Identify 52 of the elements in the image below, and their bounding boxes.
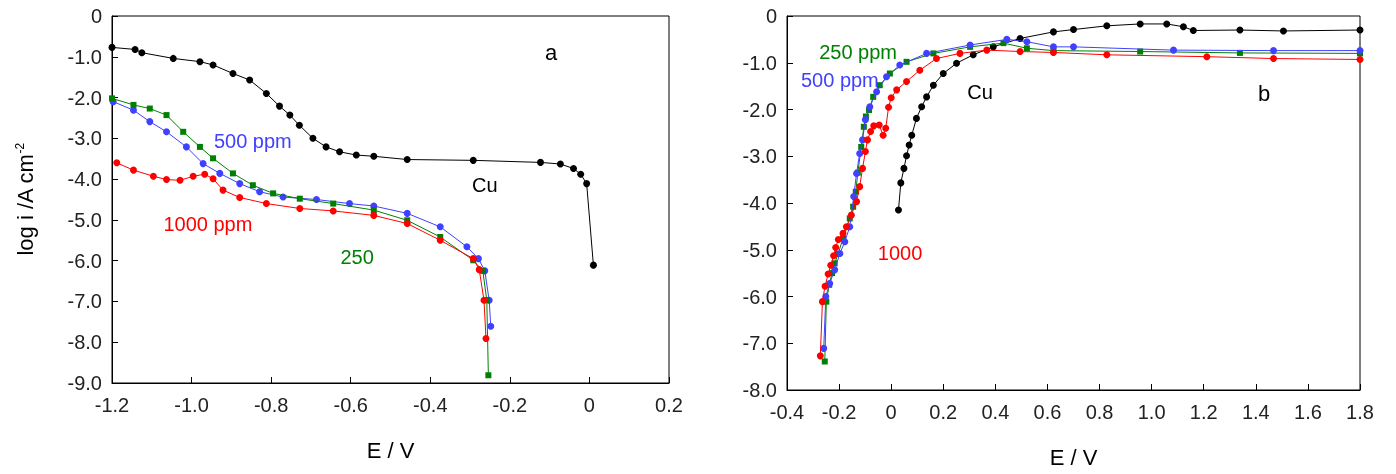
x-tick-label: 0.2 [929, 401, 958, 423]
series-label: 250 ppm [819, 41, 898, 63]
y-tick-label: -9.0 [67, 372, 102, 394]
y-axis-title: log i /A cm-2 [12, 142, 38, 256]
x-tick-label: 1.8 [1346, 401, 1374, 423]
series-label: 1000 [877, 242, 923, 265]
y-tick-label: -6.0 [742, 285, 777, 308]
y-tick-label: -5.0 [67, 208, 102, 231]
x-tick-label: 0.8 [1085, 401, 1114, 423]
y-tick-label: -4.0 [742, 192, 777, 214]
y-tick-label: -3.0 [742, 145, 777, 168]
x-axis-title: E / V [1049, 444, 1098, 470]
x-tick-label: -1.0 [174, 394, 209, 416]
y-tick-label: -7.0 [742, 332, 777, 355]
x-tick-label: 1.0 [1137, 401, 1166, 423]
x-tick-label: 0 [583, 394, 595, 416]
x-axis-title: E / V [366, 437, 415, 463]
x-tick-label: 0.6 [1033, 401, 1062, 423]
y-tick-label: -7.0 [67, 290, 102, 313]
y-tick-label: -3.0 [67, 127, 102, 150]
x-tick-label: -0.8 [253, 394, 289, 416]
y-tick-label: -8.0 [67, 331, 102, 354]
x-tick-label: -0.2 [821, 401, 857, 423]
series-label: 250 [340, 246, 374, 268]
x-tick-label: -0.2 [492, 394, 528, 416]
y-tick-label: -4.0 [67, 168, 102, 191]
series-label: Cu [472, 173, 498, 196]
x-tick-label: 1.4 [1241, 401, 1270, 423]
y-tick-label: -1.0 [742, 51, 777, 74]
y-tick-label: -2.0 [67, 86, 102, 109]
x-tick-label: 0.2 [655, 394, 683, 416]
series-label: 500 ppm [213, 129, 292, 152]
y-tick-label: -5.0 [742, 238, 777, 261]
y-tick-label: 0 [765, 5, 777, 27]
y-tick-label: -2.0 [742, 98, 777, 121]
y-tick-label: -1.0 [67, 45, 102, 68]
x-tick-label: 0 [885, 401, 897, 423]
x-tick-label: 0.4 [981, 401, 1010, 423]
y-tick-label: -8.0 [742, 379, 777, 401]
x-tick-label: 1.2 [1189, 401, 1218, 423]
y-tick-label: 0 [90, 5, 102, 27]
x-tick-label: -0.4 [769, 401, 805, 423]
x-tick-label: -0.4 [413, 394, 448, 416]
annotation: a [545, 39, 558, 65]
series-label: Cu [967, 81, 993, 104]
x-tick-label: -0.6 [333, 394, 368, 416]
y-tick-label: -6.0 [67, 249, 102, 272]
annotation: b [1258, 80, 1271, 106]
series-label: 1000 ppm [163, 212, 253, 235]
x-tick-label: -1.2 [94, 394, 130, 416]
series-label: 500 ppm [800, 69, 879, 92]
x-tick-label: 1.6 [1294, 401, 1322, 423]
